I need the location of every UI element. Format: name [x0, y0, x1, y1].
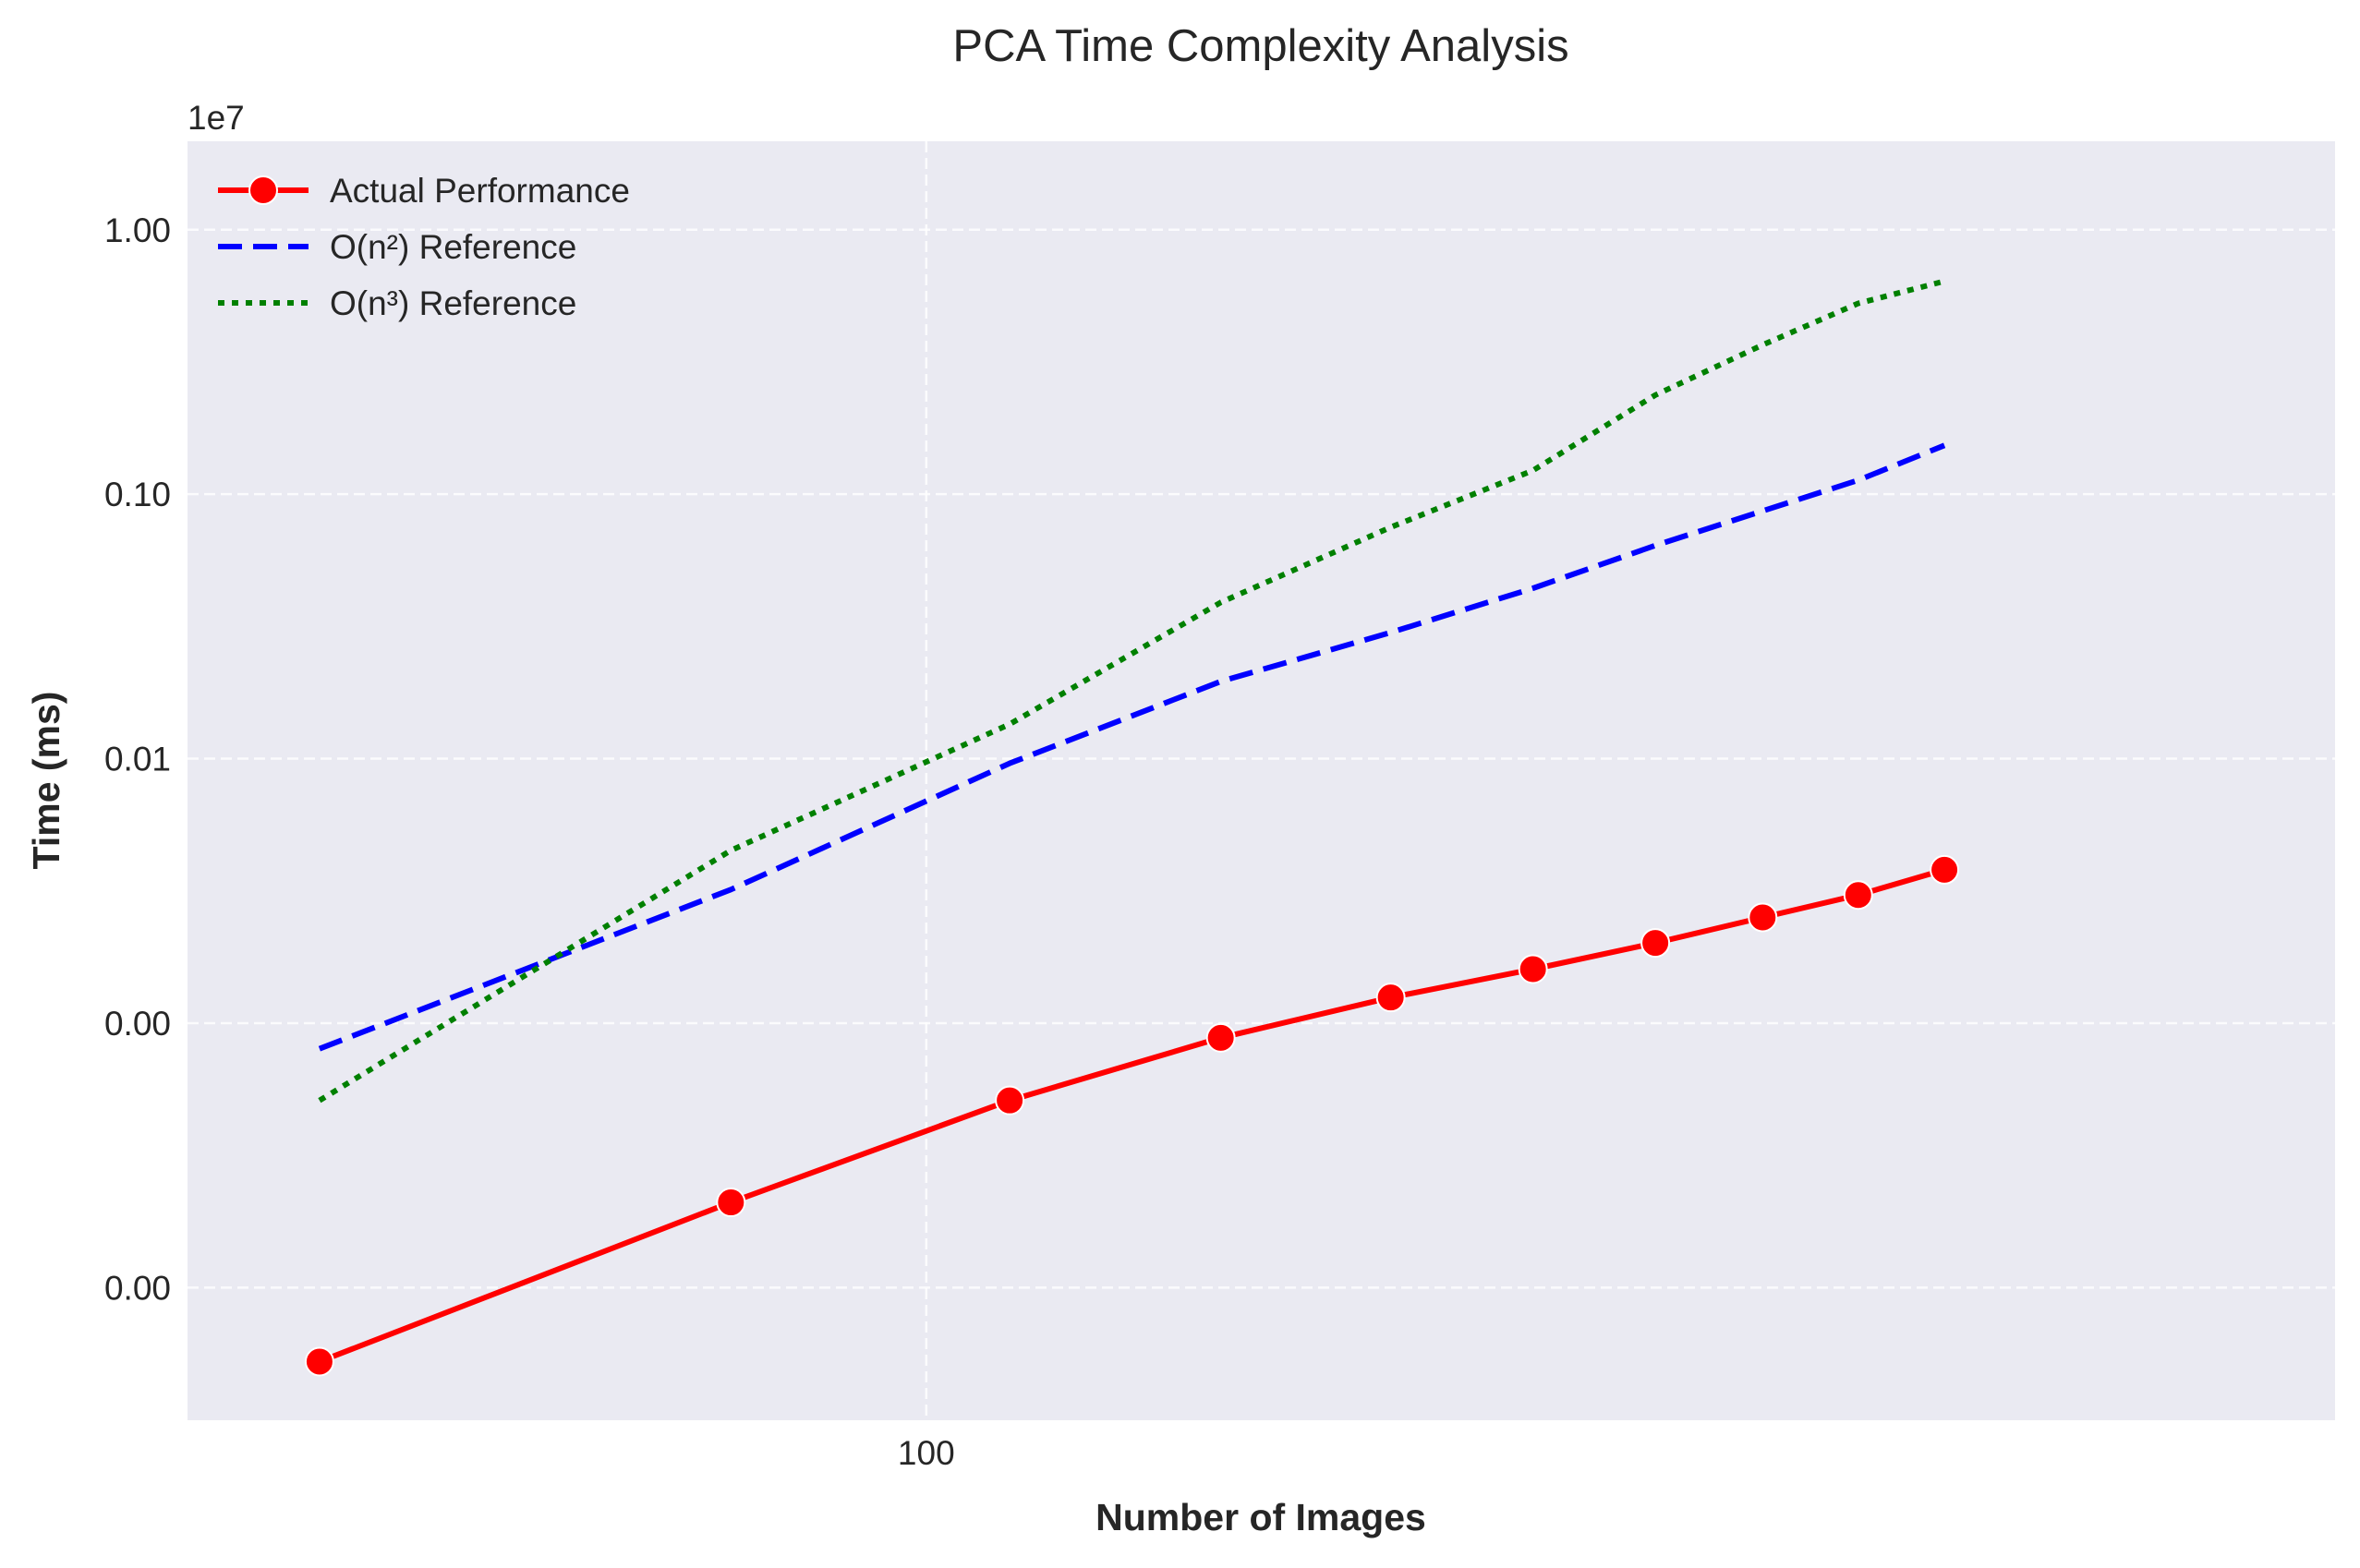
legend-label: O(n²) Reference [330, 228, 576, 266]
y-axis-title: Time (ms) [25, 692, 67, 870]
series-line [318, 442, 1946, 1052]
series-layer [304, 278, 1960, 1377]
y-tick-label: 0.00 [104, 1005, 171, 1043]
data-point [304, 1346, 334, 1377]
plot-area [188, 141, 2335, 1420]
grid-lines [188, 141, 2335, 1420]
series-2 [318, 278, 1945, 1104]
data-point [1640, 928, 1671, 959]
x-tick-label: 100 [898, 1434, 955, 1472]
data-point [1748, 902, 1778, 933]
y-tick-label: 1.00 [104, 211, 171, 249]
data-point [1375, 983, 1406, 1013]
y-tick-label: 0.10 [104, 476, 171, 513]
series-line [318, 867, 1945, 1365]
y-tick-label: 0.01 [104, 741, 171, 778]
data-point [1518, 954, 1548, 984]
data-point [1930, 854, 1960, 885]
tick-labels: 0.00 0.00 0.01 0.10 1.00 100 [104, 211, 955, 1472]
series-1 [318, 442, 1946, 1052]
data-point [1843, 880, 1873, 911]
data-point [716, 1188, 746, 1218]
legend-label: O(n³) Reference [330, 284, 576, 322]
x-axis-title: Number of Images [1095, 1496, 1426, 1538]
y-offset-label: 1e7 [188, 99, 245, 137]
legend-label: Actual Performance [330, 172, 630, 210]
y-tick-label: 0.00 [104, 1269, 171, 1307]
legend: Actual Performance O(n²) Reference O(n³) R… [218, 172, 630, 322]
data-point [995, 1085, 1025, 1116]
series-0 [304, 854, 1960, 1377]
data-point [1205, 1022, 1236, 1053]
chart-title: PCA Time Complexity Analysis [952, 21, 1568, 71]
series-line [318, 278, 1945, 1104]
legend-marker [248, 175, 278, 205]
